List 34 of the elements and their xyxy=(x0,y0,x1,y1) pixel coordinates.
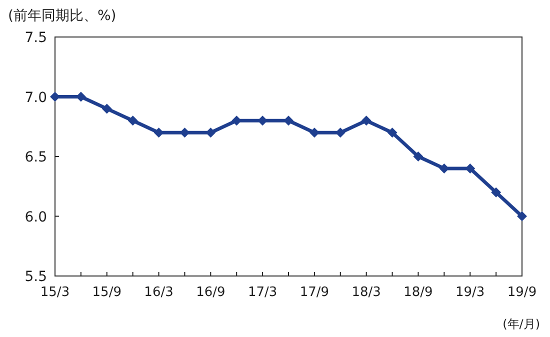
point xyxy=(180,128,190,138)
x-tick-label: 18/3 xyxy=(352,285,381,300)
y-tick-label: 5.5 xyxy=(24,269,47,285)
point xyxy=(335,128,346,138)
y-tick-label: 6.0 xyxy=(24,209,47,226)
point xyxy=(491,187,502,198)
y-tick-label: 7.0 xyxy=(24,90,47,106)
x-tick-label: 15/9 xyxy=(92,285,122,300)
point xyxy=(50,92,60,102)
point xyxy=(439,163,450,174)
point xyxy=(465,163,476,174)
x-tick-label: 15/3 xyxy=(40,285,70,300)
x-tick-label: 18/9 xyxy=(404,285,433,300)
y-axis-title: (前年同期比、%) xyxy=(8,8,116,24)
x-tick-label: 16/3 xyxy=(144,285,174,300)
y-tick-label: 7.5 xyxy=(24,30,47,46)
x-tick-label: 17/9 xyxy=(300,285,330,300)
x-tick-label: 19/3 xyxy=(456,285,485,300)
y-tick-label: 6.5 xyxy=(24,150,47,166)
point xyxy=(413,152,424,162)
point xyxy=(102,104,112,114)
x-tick-label: 17/3 xyxy=(248,285,278,300)
point xyxy=(154,128,164,138)
point xyxy=(128,116,138,126)
point xyxy=(517,211,527,222)
point xyxy=(284,116,294,126)
x-tick-label: 19/9 xyxy=(507,285,537,300)
point xyxy=(232,116,242,126)
x-axis-title: (年/月) xyxy=(502,317,540,331)
point xyxy=(309,128,320,138)
point xyxy=(361,116,372,126)
point xyxy=(387,128,398,138)
x-tick-label: 16/9 xyxy=(196,285,226,300)
point xyxy=(206,128,216,138)
